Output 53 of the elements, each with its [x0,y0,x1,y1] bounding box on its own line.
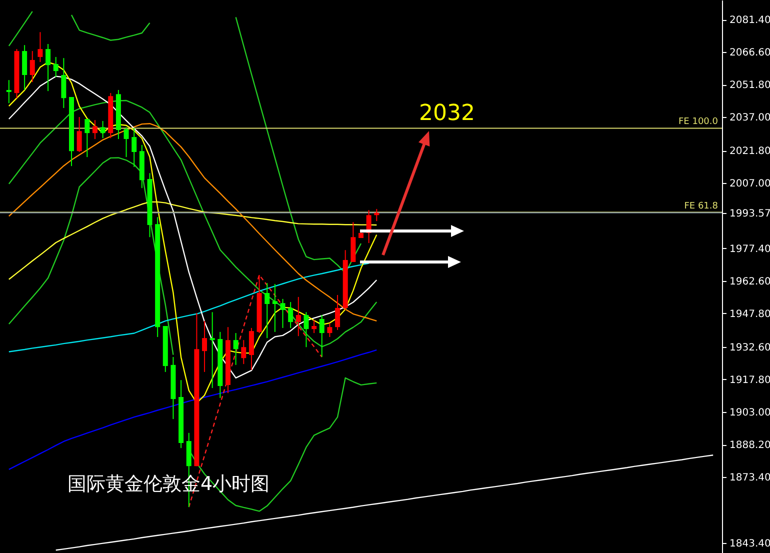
candlestick [30,50,35,83]
candlestick [76,116,82,152]
candlestick [124,126,129,158]
candlestick [61,58,66,109]
line-series [55,454,714,551]
candlestick [264,282,270,339]
y-tick-label: 1947.80 [730,308,770,320]
line-series [8,100,378,348]
candlestick [280,298,286,328]
y-tick-label: 2021.80 [730,146,770,158]
line-series [8,201,378,280]
candlestick [53,56,58,78]
candlestick [241,340,246,365]
candlestick [6,80,12,104]
candlestick [46,43,51,92]
candlestick [272,283,278,332]
candlestick [22,44,28,90]
y-tick-label: 1932.60 [730,342,770,354]
y-tick-label: 1873.40 [730,472,770,484]
y-tick-label: 1888.20 [730,440,770,452]
y-tick-label: 2081.40 [730,15,770,26]
y-tick-label: 2037.00 [730,112,770,124]
candlestick [202,320,208,372]
candlestick [248,327,254,370]
candlestick [319,314,324,358]
candlestick [38,32,43,63]
candlestick [84,118,90,158]
candlestick [132,128,137,168]
line-series [8,123,378,322]
candlestick [335,294,340,330]
y-tick-label: 1993.57 [730,208,770,220]
y-tick-label: 1903.00 [730,408,770,418]
y-tick-label: 1962.60 [730,276,770,288]
candlestick [288,302,294,328]
y-tick-label: 2066.60 [730,48,770,59]
y-tick-label: 2007.00 [730,178,770,190]
line-series [8,262,370,352]
candlestick [92,120,98,140]
annotation: 2032 [419,101,475,126]
candlestick [327,322,332,338]
ref-line-label: FE 61.8 [684,201,718,212]
candlestick [304,312,309,348]
candlestick [100,120,106,139]
y-tick-label: 1977.40 [730,244,770,255]
y-tick-label: 1917.80 [730,374,770,386]
candlestick [312,320,317,334]
candlestick [210,312,215,389]
candlestick [296,296,301,337]
ref-line-label: FE 100.0 [678,117,718,128]
candlestick [233,332,238,366]
line-series [8,349,378,470]
y-tick-label: 1843.40 [730,538,770,550]
y-tick-label: 2051.80 [730,80,770,92]
